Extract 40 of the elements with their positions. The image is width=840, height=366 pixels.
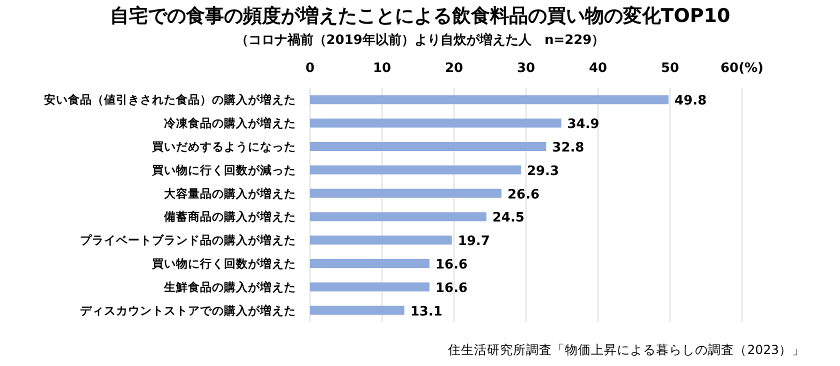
- bar: [310, 165, 521, 174]
- x-tick-label: 50: [660, 61, 680, 76]
- y-tick-label: 買い物に行く回数が減った: [151, 162, 296, 177]
- y-tick-label: 生鮮食品の購入が増えた: [163, 280, 296, 294]
- bar: [310, 212, 486, 222]
- data-label: 16.6: [436, 258, 468, 272]
- data-label: 34.9: [567, 117, 600, 132]
- data-label: 19.7: [458, 234, 490, 250]
- chart-subtitle: （コロナ禍前（2019年以前）より自炊が増えた人 n=229）: [235, 32, 605, 48]
- data-label: 24.5: [492, 210, 524, 226]
- bar: [310, 118, 562, 128]
- data-label: 26.6: [508, 187, 540, 202]
- y-tick-label: 備蓄商品の購入が増えた: [163, 210, 296, 224]
- bar: [310, 259, 430, 268]
- y-tick-label: 安い食品（値引きされた食品）の購入が増えた: [44, 92, 296, 107]
- y-tick-label: 冷凍食品の購入が増えた: [164, 116, 296, 130]
- bar: [310, 236, 452, 245]
- bar: [310, 142, 546, 151]
- x-tick-label: 10: [372, 61, 392, 76]
- x-tick-label: 40: [588, 61, 608, 76]
- x-tick-label: 20: [444, 61, 464, 76]
- data-label: 16.6: [436, 280, 468, 296]
- chart-title: 自宅での食事の頻度が増えたことによる飲食料品の買い物の変化TOP10: [110, 5, 730, 27]
- bar: [310, 282, 430, 292]
- bar: [310, 188, 502, 198]
- data-label: 32.8: [552, 140, 584, 156]
- bar: [310, 306, 404, 315]
- data-label: 13.1: [410, 304, 442, 320]
- bar: [310, 95, 669, 104]
- data-label: 29.3: [526, 164, 560, 179]
- y-tick-label: 買いだめするようになった: [151, 140, 296, 154]
- y-tick-label: プライベートブランド品の購入が増えた: [80, 233, 296, 248]
- data-label: 49.8: [674, 94, 707, 109]
- y-tick-label: 買い物に行く回数が増えた: [151, 256, 296, 270]
- text: 住生活研究所調査「物価上昇による暮らしの調査（2023）」: [447, 342, 805, 357]
- y-tick-label: 大容量品の購入が増えた: [164, 186, 296, 200]
- x-tick-label: 0: [305, 61, 315, 76]
- x-tick-label: 30: [516, 61, 536, 76]
- y-tick-label: ディスカウントストアでの購入が増えた: [80, 303, 296, 318]
- x-tick-label: 60(%): [720, 61, 764, 76]
